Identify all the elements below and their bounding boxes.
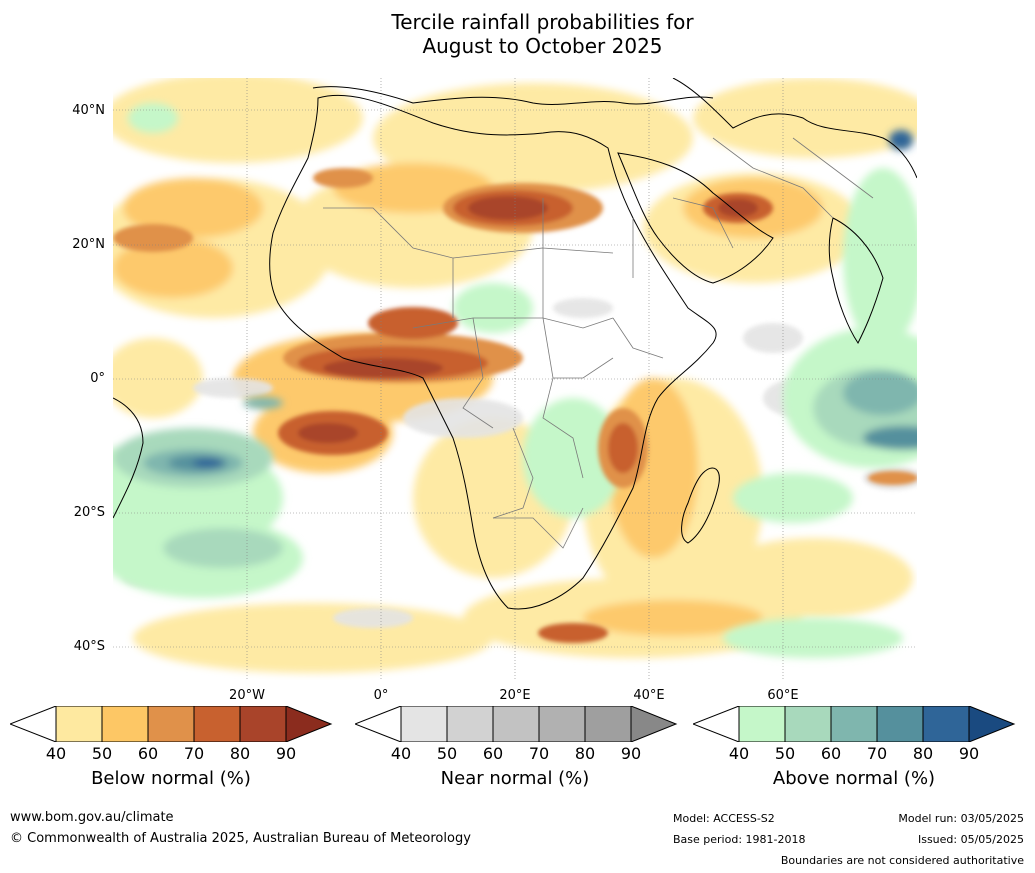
legend-label-above: Above normal (%) xyxy=(772,768,936,789)
base-period-text: Base period: 1981-2018 xyxy=(673,833,806,846)
copyright-text: © Commonwealth of Australia 2025, Austra… xyxy=(10,831,471,846)
legend-label-near: Near normal (%) xyxy=(440,768,590,789)
website-link[interactable]: www.bom.gov.au/climate xyxy=(10,810,174,825)
disclaimer-text: Boundaries are not considered authoritat… xyxy=(780,854,1024,867)
below-tick-90: 90 xyxy=(275,744,297,763)
legend-above-normal xyxy=(693,706,1018,742)
legend-label-below: Below normal (%) xyxy=(91,768,251,789)
above-tick-60: 60 xyxy=(820,744,842,763)
lat-label-40s: 40°S xyxy=(73,639,105,654)
lon-label-20e: 20°E xyxy=(499,688,531,703)
lat-label-20n: 20°N xyxy=(72,237,105,252)
above-tick-40: 40 xyxy=(728,744,750,763)
near-tick-40: 40 xyxy=(390,744,412,763)
above-tick-90: 90 xyxy=(958,744,980,763)
below-tick-50: 50 xyxy=(91,744,113,763)
legend-near-normal xyxy=(355,706,680,742)
lon-label-20w: 20°W xyxy=(229,688,265,703)
map-title: Tercile rainfall probabilities for Augus… xyxy=(0,10,1035,58)
title-line-1: Tercile rainfall probabilities for xyxy=(391,10,694,34)
below-tick-70: 70 xyxy=(183,744,205,763)
near-tick-60: 60 xyxy=(482,744,504,763)
below-tick-60: 60 xyxy=(137,744,159,763)
near-tick-90: 90 xyxy=(620,744,642,763)
legend-below-normal xyxy=(10,706,335,742)
lon-label-40e: 40°E xyxy=(633,688,665,703)
map-canvas xyxy=(113,78,917,680)
lat-label-40n: 40°N xyxy=(72,103,105,118)
above-tick-50: 50 xyxy=(774,744,796,763)
lat-label-20s: 20°S xyxy=(73,505,105,520)
lat-label-0: 0° xyxy=(90,371,105,386)
near-tick-50: 50 xyxy=(436,744,458,763)
model-text: Model: ACCESS-S2 xyxy=(673,812,775,825)
near-tick-80: 80 xyxy=(574,744,596,763)
near-tick-70: 70 xyxy=(528,744,550,763)
issued-text: Issued: 05/05/2025 xyxy=(917,833,1024,846)
probability-map xyxy=(113,78,917,680)
model-run-text: Model run: 03/05/2025 xyxy=(898,812,1024,825)
lon-label-60e: 60°E xyxy=(767,688,799,703)
above-tick-80: 80 xyxy=(912,744,934,763)
below-tick-40: 40 xyxy=(45,744,67,763)
below-tick-80: 80 xyxy=(229,744,251,763)
above-tick-70: 70 xyxy=(866,744,888,763)
title-line-2: August to October 2025 xyxy=(422,34,663,58)
lon-label-0: 0° xyxy=(373,688,389,703)
